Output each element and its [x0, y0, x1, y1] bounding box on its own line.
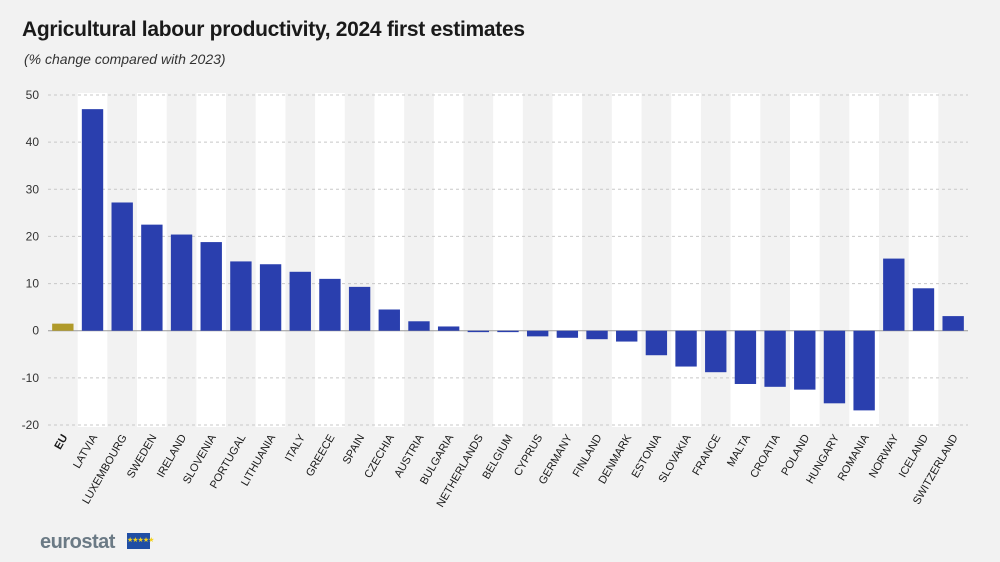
- bar-hungary: [823, 330, 846, 404]
- bar-czechia: [378, 309, 400, 331]
- chart-subtitle: (% change compared with 2023): [24, 51, 226, 67]
- y-axis-ticks: 50 40 30 20 10 0 -10 -20: [22, 88, 40, 432]
- footer: [0, 520, 1000, 562]
- y-tick-label: 30: [26, 182, 40, 196]
- y-tick-label: 50: [26, 88, 40, 102]
- eurostat-logo: eurostat: [40, 531, 115, 553]
- band-21: [671, 93, 701, 427]
- bar-cyprus: [526, 330, 549, 337]
- bar-denmark: [616, 330, 638, 342]
- bar-greece: [319, 278, 341, 331]
- x-tick-label: LATVIA: [71, 432, 100, 471]
- x-tick-label: ICELAND: [897, 432, 931, 479]
- band-19: [611, 93, 642, 427]
- band-13: [433, 93, 464, 427]
- x-tick-label: BELGIUM: [480, 433, 515, 482]
- band-7: [255, 93, 286, 427]
- band-29: [908, 93, 939, 427]
- bar-switzerland: [942, 316, 964, 331]
- x-tick-label: CYPRUS: [512, 433, 545, 479]
- y-tick-label: 10: [26, 277, 40, 291]
- bar-portugal: [230, 261, 252, 331]
- background-bands: [77, 93, 939, 427]
- x-tick-label: IRELAND: [155, 432, 189, 479]
- x-tick-label: FINLAND: [571, 432, 605, 479]
- x-tick-label: EU: [52, 432, 70, 451]
- x-tick-label: FRANCE: [690, 433, 723, 478]
- bar-latvia: [81, 109, 104, 331]
- bar-luxembourg: [111, 202, 133, 331]
- bar-estonia: [645, 330, 668, 356]
- bar-chart: 50 40 30 20 10 0 -10 -20 EU LATVIALUXEMBOURGSWED…: [22, 88, 968, 510]
- bar-malta: [734, 330, 757, 384]
- x-tick-label: MALTA: [725, 432, 753, 469]
- bar-sweden: [141, 224, 163, 331]
- y-tick-label: 20: [26, 229, 40, 243]
- x-tick-label: ITALY: [283, 432, 308, 464]
- bar-poland: [794, 330, 816, 390]
- y-tick-label: -20: [22, 418, 40, 432]
- bar-iceland: [912, 288, 935, 331]
- x-tick-label: SPAIN: [341, 432, 368, 466]
- eu-flag-icon: ★★★★★: [127, 533, 154, 549]
- x-axis-labels: EU LATVIALUXEMBOURGSWEDENIRELANDSLOVENIAP…: [52, 432, 960, 510]
- bar-lithuania: [259, 264, 282, 331]
- bar-italy: [289, 271, 311, 331]
- chart-title: Agricultural labour productivity, 2024 f…: [22, 18, 525, 41]
- x-tick-label: GREECE: [304, 433, 338, 479]
- bar-slovenia: [200, 242, 222, 331]
- bar-romania: [853, 330, 875, 411]
- bar-norway: [883, 258, 905, 331]
- bar-belgium: [497, 330, 519, 333]
- band-11: [374, 93, 405, 427]
- bar-netherlands: [467, 330, 490, 333]
- band-15: [493, 93, 523, 427]
- y-tick-label: -10: [22, 371, 40, 385]
- bar-spain: [348, 286, 371, 331]
- y-tick-label: 40: [26, 135, 40, 149]
- x-tick-label: POLAND: [779, 432, 812, 477]
- bar-austria: [408, 321, 430, 331]
- band-17: [552, 93, 583, 427]
- bar-germany: [556, 330, 579, 338]
- bar-bulgaria: [437, 326, 460, 331]
- eu-flag-stars: ★★★★★: [127, 537, 154, 544]
- bar-slovakia: [675, 330, 697, 367]
- bar-france: [705, 330, 727, 373]
- y-tick-label: 0: [32, 324, 39, 338]
- bar-finland: [586, 330, 608, 340]
- band-9: [315, 93, 345, 427]
- x-tick-label: CROATIA: [748, 432, 783, 480]
- bar-eu: [52, 323, 74, 331]
- bar-croatia: [764, 330, 786, 387]
- bar-ireland: [170, 234, 193, 331]
- bars: [52, 109, 964, 411]
